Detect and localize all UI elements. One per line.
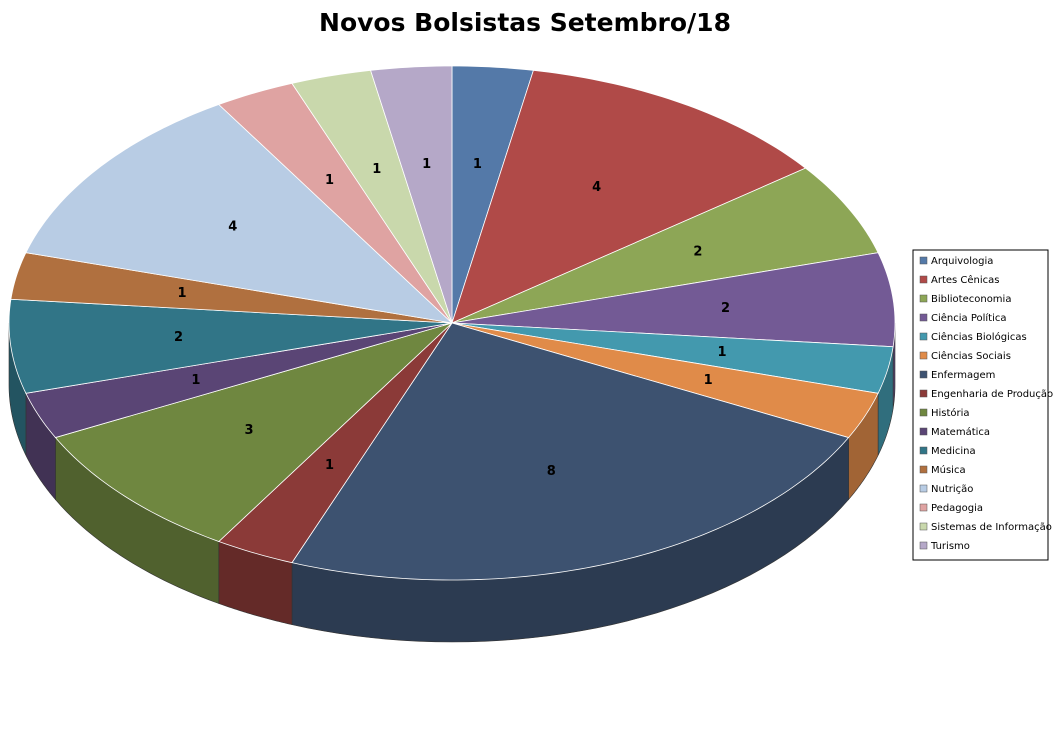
slice <box>10 252 453 324</box>
legend-label: Arquivologia <box>931 256 993 267</box>
value-label: 2 <box>721 301 730 316</box>
slice <box>8 298 453 394</box>
legend-label: Artes Cênicas <box>931 274 1000 286</box>
slice <box>218 82 453 324</box>
legend-label: Turismo <box>930 541 970 552</box>
legend-label: Enfermagem <box>931 370 995 381</box>
legend-swatch <box>919 294 928 303</box>
legend-swatch <box>919 256 928 265</box>
slice <box>451 69 807 324</box>
slice <box>451 167 879 324</box>
value-label: 1 <box>325 173 334 188</box>
legend-swatch <box>919 522 928 531</box>
value-label: 1 <box>191 373 200 388</box>
slice <box>291 69 453 324</box>
legend-swatch <box>919 389 928 398</box>
legend-label: Ciências Biológicas <box>931 331 1027 343</box>
legend-label: Sistemas de Informação <box>931 522 1052 533</box>
legend-label: Medicina <box>931 446 976 457</box>
value-label: 1 <box>325 458 334 473</box>
legend-swatch <box>919 427 928 436</box>
legend-label: Pedagogia <box>931 503 983 514</box>
value-label: 3 <box>245 423 254 438</box>
legend-label: História <box>931 407 970 419</box>
slice <box>25 104 454 324</box>
legend-swatch <box>919 541 928 550</box>
value-label: 1 <box>704 373 713 388</box>
legend-swatch <box>919 370 928 379</box>
value-label: 4 <box>592 180 601 195</box>
legend-swatch <box>919 332 928 341</box>
value-label: 2 <box>174 330 183 345</box>
legend-swatch <box>919 446 928 455</box>
value-label: 8 <box>547 464 556 479</box>
value-label: 1 <box>372 162 381 177</box>
legend-swatch <box>919 351 928 360</box>
legend-swatch <box>919 275 928 284</box>
legend-swatch <box>919 503 928 512</box>
legend-box <box>912 249 1049 561</box>
slice <box>54 322 453 542</box>
legend-swatch <box>919 313 928 322</box>
legend-label: Nutrição <box>931 484 973 495</box>
chart-title: Novos Bolsistas Setembro/18 <box>319 8 731 37</box>
slice <box>451 322 894 394</box>
legend-label: Biblioteconomia <box>931 294 1011 305</box>
legend-label: Ciências Sociais <box>931 350 1011 362</box>
legend-swatch <box>919 465 928 474</box>
slice <box>25 322 453 439</box>
legend-label: Engenharia de Produção <box>931 389 1053 400</box>
slice <box>451 322 879 439</box>
value-label: 4 <box>228 219 237 234</box>
legend-swatch <box>919 484 928 493</box>
value-label: 1 <box>473 157 482 172</box>
legend-label: Matemática <box>931 426 990 438</box>
legend-label: Música <box>931 464 966 476</box>
legend-swatch <box>919 408 928 417</box>
slice <box>370 65 453 324</box>
value-label: 1 <box>422 157 431 172</box>
slice <box>451 252 896 348</box>
value-label: 1 <box>177 286 186 301</box>
slice <box>291 322 850 581</box>
value-label: 1 <box>717 345 726 360</box>
value-label: 2 <box>693 244 702 259</box>
slice <box>218 322 453 564</box>
legend-label: Ciência Política <box>931 312 1007 324</box>
